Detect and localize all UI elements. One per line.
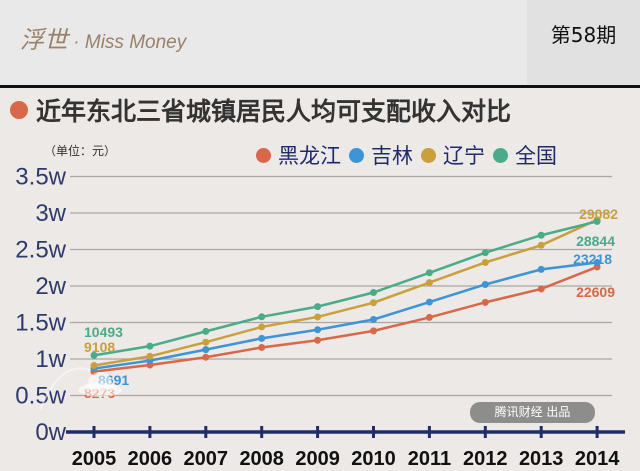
data-label: 10493 [84,324,123,340]
data-point [90,362,98,370]
series-line [93,265,598,373]
data-point [481,280,489,288]
data-point [258,313,266,321]
legend-label: 全国 [515,144,557,168]
data-label: 29082 [579,206,618,222]
data-point [314,326,322,334]
data-point [370,289,377,297]
data-point [258,343,266,351]
data-point [370,299,377,307]
header: 浮世 · Miss Money 第58期 [0,0,640,88]
data-point [90,351,98,359]
unit-label: （单位：元） [44,144,117,158]
chart-title-row: 近年东北三省城镇居民人均可支配收入对比 [10,92,511,128]
series-line [93,218,598,367]
data-point [146,352,154,360]
data-point [202,338,210,346]
data-point [314,336,322,344]
x-tick-label: 2010 [351,448,396,470]
data-point [370,327,377,335]
data-point [258,323,266,331]
data-point [146,342,154,350]
brand-logo: 浮世 · Miss Money [20,20,186,55]
y-tick-label: 0w [35,419,66,446]
watermark-hat-icon [39,367,122,411]
y-tick-label: 1w [35,346,66,373]
data-point [425,279,433,287]
x-tick-label: 2014 [575,448,620,470]
legend-item: 全国 [493,140,557,170]
y-tick-label: 0.5w [15,383,66,410]
data-label: 28844 [576,233,615,249]
brand-sub: · Miss Money [68,32,187,53]
data-point [481,298,489,306]
data-point [258,334,266,342]
x-tick-label: 2012 [463,448,508,470]
data-point [314,303,322,311]
chart-title: 近年东北三省城镇居民人均可支配收入对比 [36,97,512,126]
legend-item: 黑龙江 [256,140,341,170]
data-label: 23218 [573,251,612,267]
data-point [537,241,545,249]
y-tick-label: 2.5w [15,237,66,264]
data-point [537,231,545,239]
x-tick-label: 2005 [72,448,117,470]
watermark-logo [30,350,160,434]
data-label: 22609 [576,284,615,300]
data-point [314,313,322,321]
legend-item: 吉林 [349,140,413,170]
x-tick-label: 2007 [184,448,229,470]
x-tick-label: 2009 [295,448,340,470]
x-tick-label: 2011 [408,448,451,470]
data-point [537,285,545,293]
brand-name: 浮世 [20,27,68,54]
data-point [202,346,210,354]
legend-dot-icon [493,147,508,163]
x-tick-label: 2006 [128,448,173,470]
credit-badge: 腾讯财经 出品 [470,402,595,423]
legend: 黑龙江 吉林 辽宁 全国 [256,140,557,170]
legend-dot-icon [349,147,364,163]
data-point [537,265,545,273]
series-line [93,220,598,357]
series-line [93,261,598,370]
data-point [593,259,601,267]
legend-label: 黑龙江 [278,144,341,168]
x-tick-label: 2008 [239,448,284,470]
y-tick-label: 2w [35,273,66,300]
data-point [425,269,433,277]
data-point [425,313,433,321]
data-point [481,249,489,257]
data-point [202,353,210,361]
data-point [202,327,210,335]
legend-dot-icon [421,147,436,163]
issue-number: 第58期 [527,0,640,85]
x-tick-label: 2013 [519,448,564,470]
legend-label: 辽宁 [443,144,485,168]
y-tick-label: 3w [35,200,66,227]
y-tick-label: 3.5w [15,164,66,191]
data-point [593,217,601,225]
data-point [370,315,377,323]
y-tick-label: 1.5w [15,310,66,337]
data-point [481,258,489,266]
legend-label: 吉林 [371,144,413,168]
data-point [425,298,433,306]
legend-item: 辽宁 [421,140,485,170]
legend-dot-icon [256,147,271,163]
title-bullet-icon [10,101,28,119]
data-label: 9108 [84,339,115,355]
